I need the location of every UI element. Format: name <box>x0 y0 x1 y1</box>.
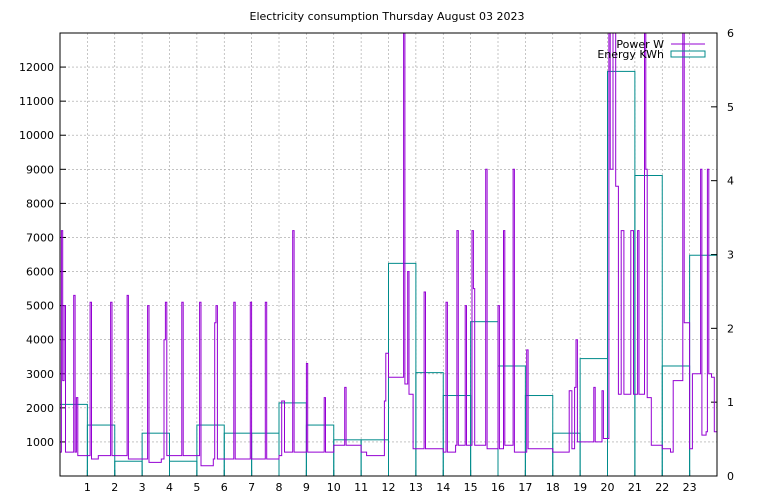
left-axis-tick-labels: 1000 2000 3000 4000 5000 6000 7000 8000 9000 1000… <box>19 61 54 449</box>
x-tick-label: 14 <box>436 481 450 494</box>
x-axis-tick-labels: 1 2 3 4 5 6 7 8 9 10 11 12 13 14 15 16 17 18 19 20 21 22 23 <box>84 481 697 494</box>
y2-tick-label: 4 <box>727 175 734 188</box>
x-tick-label: 6 <box>221 481 228 494</box>
x-tick-label: 19 <box>573 481 587 494</box>
x-tick-label: 20 <box>601 481 615 494</box>
energy-bar <box>661 365 691 477</box>
energy-bar <box>415 372 444 477</box>
y2-tick-label: 2 <box>727 322 734 335</box>
x-tick-label: 22 <box>655 481 669 494</box>
right-axis-tick-labels: 0 1 2 3 4 5 6 <box>727 27 734 483</box>
x-tick-label: 9 <box>303 481 310 494</box>
x-tick-label: 21 <box>628 481 642 494</box>
x-tick-label: 10 <box>327 481 341 494</box>
y-tick-label: 7000 <box>26 231 54 244</box>
x-tick-label: 11 <box>354 481 368 494</box>
y-tick-label: 12000 <box>19 61 54 74</box>
x-tick-label: 1 <box>84 481 91 494</box>
legend-swatch-energy <box>670 50 706 58</box>
legend-label-energy: Energy KWh <box>597 48 664 61</box>
y2-tick-label: 5 <box>727 101 734 114</box>
x-tick-label: 4 <box>166 481 173 494</box>
legend: Power W Energy KWh <box>597 38 706 61</box>
x-tick-label: 13 <box>409 481 423 494</box>
x-tick-label: 18 <box>546 481 560 494</box>
y-tick-label: 10000 <box>19 129 54 142</box>
y-tick-label: 11000 <box>19 95 54 108</box>
x-tick-label: 15 <box>464 481 478 494</box>
y-tick-label: 4000 <box>26 334 54 347</box>
x-tick-label: 12 <box>382 481 396 494</box>
y2-tick-label: 1 <box>727 396 734 409</box>
power-series <box>60 32 717 467</box>
power-line <box>60 32 717 467</box>
legend-label-power: Power W <box>616 38 664 51</box>
y-tick-label: 9000 <box>26 163 54 176</box>
energy-bar <box>114 460 143 477</box>
energy-bar <box>169 460 198 477</box>
x-tick-label: 8 <box>276 481 283 494</box>
y-tick-label: 8000 <box>26 197 54 210</box>
energy-bar <box>552 432 581 477</box>
x-tick-label: 23 <box>683 481 697 494</box>
x-tick-label: 7 <box>248 481 255 494</box>
y-tick-label: 1000 <box>26 436 54 449</box>
energy-bar <box>141 432 170 477</box>
energy-bar <box>223 432 253 477</box>
x-tick-label: 16 <box>491 481 505 494</box>
y-tick-label: 6000 <box>26 266 54 279</box>
x-tick-label: 3 <box>139 481 146 494</box>
y2-tick-label: 3 <box>727 249 734 262</box>
y-tick-label: 5000 <box>26 300 54 313</box>
energy-bar <box>305 424 335 477</box>
y-tick-label: 3000 <box>26 368 54 381</box>
x-tick-label: 2 <box>111 481 118 494</box>
y-tick-label: 2000 <box>26 402 54 415</box>
chart-title: Electricity consumption Thursday August … <box>250 10 525 23</box>
y2-tick-label: 6 <box>727 27 734 40</box>
plot-frame <box>59 32 718 477</box>
y2-tick-label: 0 <box>727 470 734 483</box>
energy-bar <box>497 365 526 477</box>
x-tick-label: 17 <box>518 481 532 494</box>
x-tick-label: 5 <box>193 481 200 494</box>
energy-bar <box>689 254 718 477</box>
energy-bar <box>388 262 417 477</box>
